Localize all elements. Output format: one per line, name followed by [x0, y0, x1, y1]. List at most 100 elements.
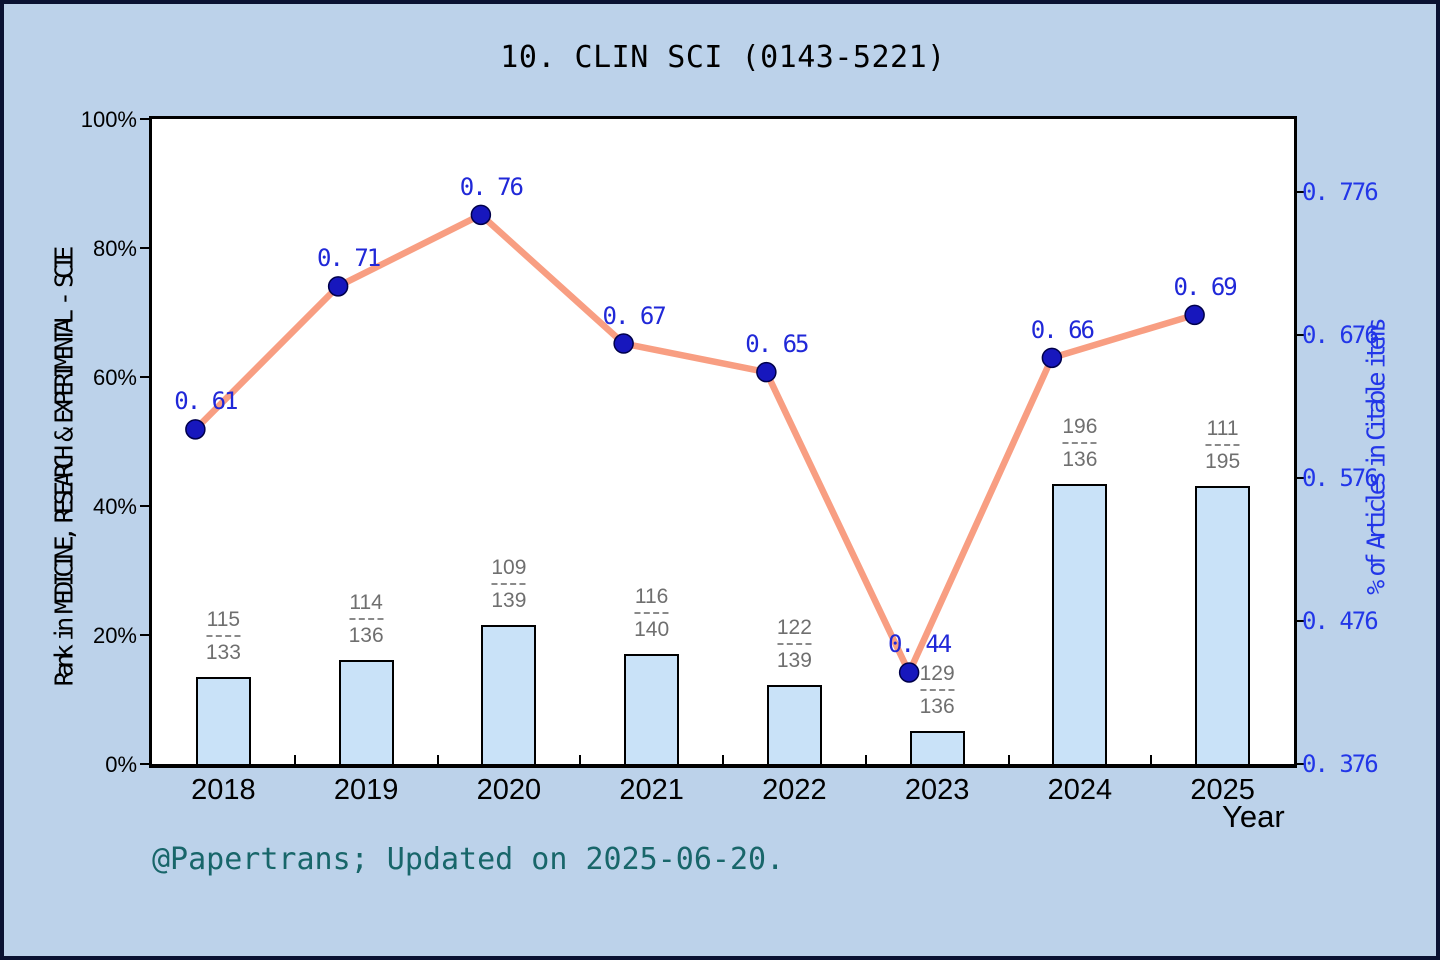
fraction-numerator: 116 — [634, 584, 669, 608]
x-tick-label-2025: 2025 — [1190, 774, 1255, 806]
fraction-numerator: 111 — [1206, 417, 1239, 441]
fraction-divider — [920, 689, 955, 692]
fraction-numerator: 109 — [491, 555, 527, 579]
left-axis-tick-label: 40% — [92, 494, 137, 519]
data-point-2020 — [470, 204, 492, 226]
right-axis-tick-label: 0. 676 — [1302, 320, 1379, 349]
data-point-label-2020: 0. 76 — [459, 172, 524, 201]
fraction-denominator: 133 — [205, 640, 241, 664]
x-axis-minor-tick — [722, 755, 724, 764]
x-tick-label-2021: 2021 — [619, 774, 684, 806]
bar-2021 — [624, 653, 680, 764]
right-axis-tick-label: 0. 776 — [1302, 177, 1379, 206]
fraction-divider — [777, 643, 812, 646]
right-axis-tick-label: 0. 476 — [1302, 606, 1379, 635]
left-axis-tick-label: 80% — [92, 236, 137, 261]
data-point-label-2024: 0. 66 — [1030, 315, 1095, 344]
bar-fraction-label-2023: 129 136 — [920, 661, 955, 719]
fraction-numerator: 122 — [776, 616, 812, 640]
fraction-numerator: 114 — [349, 590, 383, 614]
bar-2018 — [195, 676, 251, 764]
trend-line-layer — [185, 204, 1205, 683]
fraction-divider — [1205, 444, 1240, 447]
data-point-2024 — [1041, 347, 1063, 369]
fraction-denominator: 195 — [1205, 450, 1241, 474]
left-axis-tick — [140, 118, 149, 120]
data-point-2019 — [327, 276, 349, 297]
data-point-label-2019: 0. 71 — [317, 244, 381, 273]
fraction-divider — [206, 634, 241, 637]
data-point-2023 — [898, 662, 920, 683]
right-axis-tick — [1297, 619, 1306, 622]
x-axis-minor-tick — [293, 755, 296, 764]
plot-area: 0% 20% 40% 60% 80% 100% 0. 376 0. 476 0. 576 0. 6… — [81, 107, 1379, 806]
data-point-2018 — [185, 419, 206, 440]
bar-2020 — [481, 624, 537, 764]
data-point-label-2023: 0. 44 — [888, 630, 952, 659]
bar-2022 — [766, 685, 822, 764]
left-axis-tick-label: 60% — [92, 365, 137, 390]
bar-fraction-label-2018: 115 133 — [206, 607, 241, 665]
fraction-divider — [634, 611, 669, 614]
bar-fraction-label-2019: 114 136 — [349, 590, 384, 648]
data-point-2025 — [1184, 304, 1205, 326]
right-axis-tick — [1297, 476, 1306, 479]
bar-fraction-label-2024: 196 136 — [1062, 414, 1097, 472]
x-axis-minor-tick — [864, 755, 867, 764]
x-axis-title: Year — [1222, 799, 1285, 834]
x-tick-label-2024: 2024 — [1047, 774, 1113, 806]
right-axis-title: % of Articles in Citable items — [1361, 323, 1391, 595]
left-axis-tick — [140, 505, 149, 507]
right-axis-tick — [1297, 190, 1306, 193]
right-axis-tick — [1297, 333, 1306, 336]
bar-2019 — [338, 659, 394, 764]
right-axis-tick-label: 0. 576 — [1302, 463, 1379, 492]
fraction-divider — [349, 617, 384, 620]
data-point-2021 — [613, 333, 634, 354]
left-axis-tick — [140, 634, 149, 636]
left-axis-tick — [140, 247, 149, 249]
right-axis-tick — [1297, 763, 1306, 765]
left-axis-tick-label: 100% — [80, 107, 137, 132]
left-axis-tick — [140, 763, 149, 765]
left-axis-tick-label: 20% — [92, 623, 137, 648]
fraction-numerator: 196 — [1062, 415, 1098, 439]
data-point-label-2025: 0. 69 — [1173, 272, 1238, 301]
x-tick-label-2020: 2020 — [476, 774, 542, 806]
left-axis-tick-label: 0% — [105, 752, 137, 777]
x-axis-minor-tick — [579, 755, 582, 764]
fraction-numerator: 115 — [206, 607, 241, 631]
fraction-denominator: 139 — [491, 588, 527, 612]
bar-2024 — [1052, 484, 1108, 764]
fraction-denominator: 136 — [348, 623, 384, 647]
bar-fraction-label-2021: 116 140 — [634, 584, 669, 642]
fraction-denominator: 140 — [634, 617, 670, 641]
x-axis-minor-tick — [1007, 755, 1010, 764]
data-point-label-2022: 0. 65 — [745, 330, 809, 359]
trend-line — [192, 211, 1198, 676]
right-axis-tick-label: 0. 376 — [1302, 750, 1379, 778]
fraction-divider — [1062, 442, 1097, 445]
fraction-denominator: 136 — [919, 695, 955, 719]
bar-2025 — [1195, 486, 1251, 764]
fraction-denominator: 136 — [1062, 448, 1098, 472]
chart-title: 10. CLIN SCI (0143-5221) — [500, 40, 946, 75]
x-tick-label-2023: 2023 — [904, 774, 970, 806]
x-tick-label-2022: 2022 — [762, 774, 827, 806]
footer-credit: @Papertrans; Updated on 2025-06-20. — [152, 842, 785, 877]
bar-2023 — [909, 731, 965, 764]
fraction-numerator: 129 — [919, 662, 955, 686]
x-axis-minor-tick — [1150, 755, 1153, 764]
fraction-denominator: 139 — [776, 649, 812, 673]
data-point-label-2018: 0. 61 — [174, 387, 238, 416]
data-point-label-2021: 0. 67 — [602, 301, 667, 330]
fraction-divider — [491, 582, 526, 585]
x-tick-label-2018: 2018 — [191, 774, 256, 806]
bar-fraction-label-2025: 111 195 — [1205, 416, 1240, 474]
bar-fraction-label-2022: 122 139 — [777, 615, 812, 673]
x-tick-label-2019: 2019 — [333, 774, 399, 806]
data-point-2022 — [756, 361, 777, 383]
x-axis-minor-tick — [436, 755, 439, 764]
left-axis-title: Rank in MEDICINE, RESEARCH & EXPERIMENTA… — [49, 251, 79, 687]
